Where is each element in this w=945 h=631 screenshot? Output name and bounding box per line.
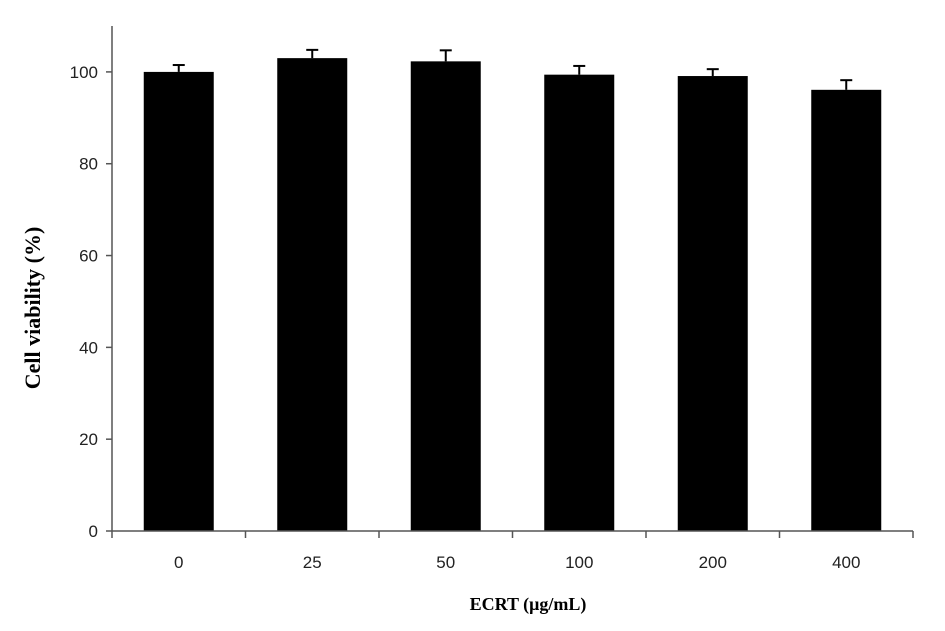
bar-200 [677,76,748,532]
y-tick-label-100: 100 [70,63,98,82]
bar-0 [143,71,214,531]
y-tick-label-20: 20 [79,430,98,449]
x-axis-title: ECRT (μg/mL) [470,594,587,615]
x-tick-label-200: 200 [699,553,727,572]
bars-layer [143,48,882,532]
x-tick-label-50: 50 [436,553,455,572]
y-tick-label-40: 40 [79,338,98,357]
x-tick-label-100: 100 [565,553,593,572]
bar-50 [410,61,481,531]
y-tick-label-80: 80 [79,155,98,174]
x-tick-label-0: 0 [174,553,183,572]
x-tick-label-400: 400 [832,553,860,572]
y-axis-title: Cell viability (%) [20,227,45,390]
y-tick-label-60: 60 [79,247,98,266]
y-tick-label-0: 0 [89,522,98,541]
bar-100 [544,74,615,531]
bar-25 [277,58,348,532]
axes-layer: 0 20 40 60 80 100 0 25 50 100 200 400 [70,26,914,572]
x-tick-label-25: 25 [303,553,322,572]
bar-400 [811,89,882,532]
